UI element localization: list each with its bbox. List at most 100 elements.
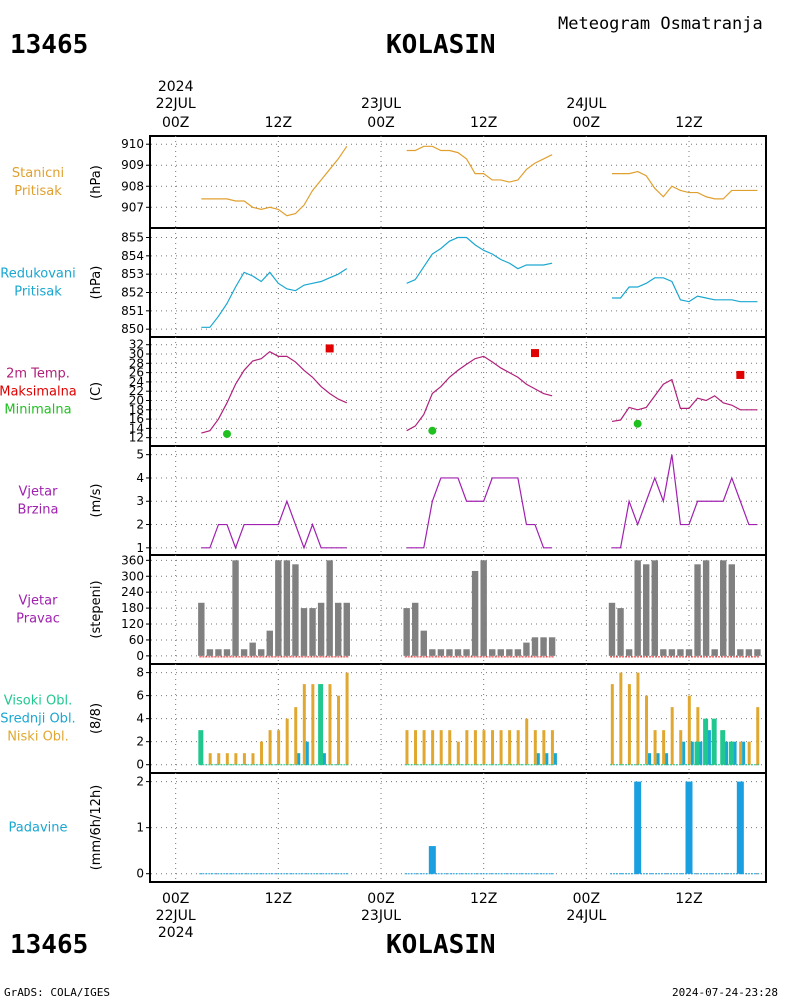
low-cloud-bar [739,741,743,765]
y-tick-label: 0 [136,649,144,663]
wind-direction-bar [335,602,342,656]
y-tick-label: 5 [136,448,144,462]
low-cloud-bar [208,753,212,765]
y-tick-label: 910 [121,137,144,151]
mid-cloud-bar [545,753,549,765]
wind-direction-bar [506,649,513,656]
wind-direction-bar [745,649,753,656]
low-cloud-bar [645,695,649,765]
low-cloud-bar [636,672,640,765]
tmin-marker [633,419,642,428]
wind-direction-bar [480,560,487,656]
wind-direction-bar [232,560,239,656]
wind-direction-bar [694,564,701,656]
low-cloud-bar [516,730,520,765]
panel-label: Pravac [16,612,60,627]
station-id-top: 13465 [10,30,89,60]
low-cloud-bar [662,730,666,765]
station-id-bottom: 13465 [10,930,89,960]
low-cloud-bar [285,718,289,765]
wind-direction-bar [497,649,504,656]
low-cloud-bar [533,730,537,765]
mid-cloud-bar [665,753,669,765]
series-line-pressure [406,145,553,183]
low-cloud-bar [679,730,683,765]
y-tick-label: 909 [121,158,144,172]
wind-direction-bar [660,649,667,656]
mid-cloud-bar [733,741,737,765]
low-cloud-bar [542,730,546,765]
precip-bar [634,781,642,874]
mid-cloud-bar [322,753,326,765]
wind-direction-bar [420,630,427,656]
low-cloud-bar [234,753,238,765]
top-time-tick-label: 12Z [265,115,292,131]
low-cloud-bar [619,672,623,765]
wind-direction-bar [702,560,710,656]
top-time-tick-label: 12Z [470,115,497,131]
mid-cloud-bar [707,730,711,765]
high-cloud-bar [711,718,717,765]
panel-label: Stanicni [12,166,64,181]
low-cloud-bar [448,730,452,765]
panel-unit-label: (C) [89,382,104,401]
wind-direction-bar [471,570,479,656]
wind-direction-bar [489,649,496,656]
precip-bar [736,781,744,874]
low-cloud-bar [473,730,477,765]
y-tick-label: 6 [136,689,144,703]
wind-direction-bar [548,637,556,656]
wind-direction-bar [240,649,248,656]
y-tick-label: 0 [136,758,144,772]
high-cloud-bar [694,741,700,765]
bottom-day-label: 22JUL [156,908,196,924]
high-cloud-bar [198,730,204,765]
low-cloud-bar [328,684,332,765]
high-cloud-bar [728,741,734,765]
y-tick-label: 8 [136,666,144,680]
low-cloud-bar [508,730,512,765]
low-cloud-bar [405,730,409,765]
top-time-tick-label: 12Z [675,115,702,131]
wind-direction-bar [223,649,231,656]
wind-direction-bar [514,649,522,656]
panel-frame-precip [149,772,767,883]
wind-direction-bar [283,560,291,656]
panel-frame-temperature [149,336,767,447]
mid-cloud-bar [725,741,729,765]
bottom-time-tick-label: 12Z [265,891,292,907]
mid-cloud-bar [682,741,686,765]
mid-cloud-bar [536,753,540,765]
wind-direction-bar [206,649,214,656]
wind-direction-bar [437,649,445,656]
low-cloud-bar [311,684,315,765]
bottom-year-label: 2024 [158,925,194,941]
low-cloud-bar [242,753,246,765]
panel-label: Srednji Obl. [0,712,75,727]
panel-label: Pritisak [14,285,62,300]
wind-direction-bar [685,649,693,656]
y-tick-label: 4 [136,712,144,726]
tmin-marker [223,429,231,438]
mid-cloud-bar [305,741,309,765]
wind-direction-bar [309,608,316,656]
low-cloud-bar [251,753,255,765]
top-time-tick-label: 00Z [162,115,189,131]
series-line-reduced [406,236,553,284]
y-tick-label: 3 [136,494,144,508]
y-tick-label: 120 [121,617,144,631]
mid-cloud-bar [690,741,694,765]
series-line-temperature [406,355,553,432]
top-year-label: 2024 [158,79,194,95]
panel-frame-reduced [149,227,767,338]
panel-unit-label: (hPa) [89,266,104,300]
y-tick-label: 20 [129,393,144,407]
tmin-marker [428,426,437,435]
panel-label: 2m Temp. [6,367,70,382]
series-line-reduced [612,277,758,303]
y-tick-label: 240 [121,585,144,599]
y-tick-label: 300 [121,569,144,583]
panel-unit-label: (stepeni) [89,580,104,638]
y-tick-label: 14 [129,421,144,435]
